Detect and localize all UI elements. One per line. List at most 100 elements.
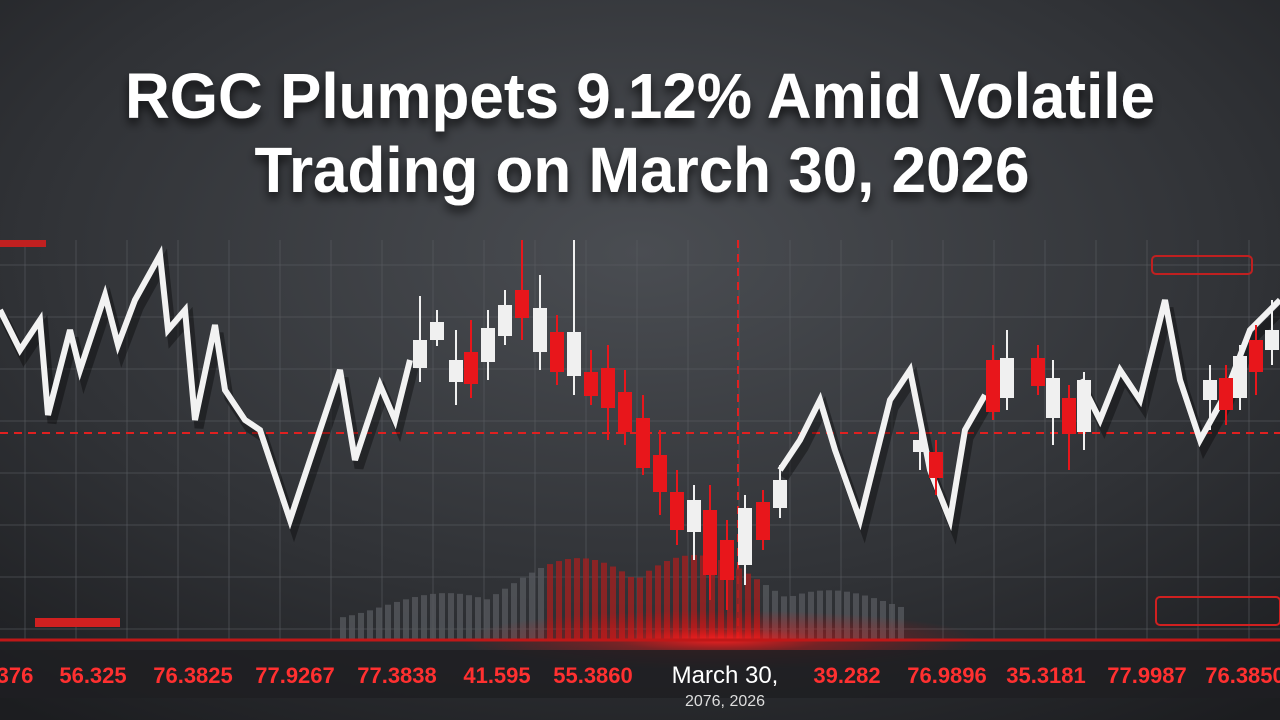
volume-bar [682, 555, 688, 640]
volume-bar [421, 595, 427, 640]
price-line [0, 245, 413, 530]
ticker-label: 76.3850 [1205, 663, 1280, 688]
volume-bar [718, 560, 724, 640]
volume-bar [700, 555, 706, 640]
title-line: Trading on March 30, 2026 [255, 134, 1030, 206]
candle-body [756, 502, 770, 540]
volume-bar [358, 612, 364, 640]
candle-body [413, 340, 427, 368]
candle-body [464, 352, 478, 384]
date-subline: 2076, 2026 [685, 693, 765, 710]
candle-body [653, 455, 667, 492]
ticker-labels: 376 56.325 76.3825 77.9267 77.3838 41.595 55.3… [0, 662, 1280, 689]
candle-body [687, 500, 701, 532]
volume-bar [592, 559, 598, 640]
volume-bar [583, 558, 589, 640]
candle-body [498, 305, 512, 336]
candle-body [601, 368, 615, 408]
volume-bar [727, 563, 733, 640]
volume-bar [403, 599, 409, 640]
candle-body [618, 392, 632, 432]
volume-bar [529, 572, 535, 640]
volume-bar [745, 573, 751, 640]
candle-body [670, 492, 684, 530]
ticker-label: 39.282 [813, 663, 880, 688]
volume-bar [556, 561, 562, 640]
candle-body [1046, 378, 1060, 418]
candle-body [929, 452, 943, 478]
volume-bar [673, 557, 679, 640]
candle-body [720, 540, 734, 580]
volume-bar [610, 566, 616, 640]
title-line: RGC Plumpets 9.12% Amid Volatile [125, 60, 1155, 132]
ticker-label: 56.325 [59, 663, 126, 688]
volume-bar [484, 599, 490, 640]
volume-bar [340, 617, 346, 640]
candle-body [1265, 330, 1279, 350]
volume-bar [502, 588, 508, 640]
volume-bar [412, 597, 418, 640]
ticker-label: 77.9987 [1107, 663, 1187, 688]
volume-bar [664, 561, 670, 640]
volume-bar [601, 562, 607, 640]
volume-bar [520, 577, 526, 640]
volume-bar [367, 610, 373, 640]
candle-body [1000, 358, 1014, 398]
volume-bar [619, 571, 625, 640]
ticker-label: 76.9896 [907, 663, 987, 688]
decor-bar [35, 618, 120, 627]
volume-bar [547, 564, 553, 640]
volume-bar [736, 568, 742, 640]
candle-body [515, 290, 529, 318]
volume-bar [376, 607, 382, 640]
volume-bar [475, 597, 481, 640]
candle-body [1249, 340, 1263, 372]
candle-body [584, 372, 598, 396]
ticker-label: 77.3838 [357, 663, 437, 688]
volume-bar [511, 583, 517, 640]
decor-box [1151, 255, 1253, 275]
candle-body [481, 328, 495, 362]
decor-bar [0, 240, 46, 247]
volume-bar [565, 559, 571, 640]
candle-body [533, 308, 547, 352]
volume-bar [430, 593, 436, 640]
volume-bar [385, 604, 391, 640]
volume-bar [538, 567, 544, 640]
candle-body [636, 418, 650, 468]
ticker-label: 41.595 [463, 663, 530, 688]
volume-bar [448, 593, 454, 640]
volume-bar [754, 579, 760, 640]
candle-body [1233, 356, 1247, 398]
candle-body [1203, 380, 1217, 400]
ticker-label: 76.3825 [153, 663, 233, 688]
volume-bar [646, 570, 652, 640]
volume-bar [394, 601, 400, 640]
volume-bar [439, 593, 445, 640]
ticker-label: 77.9267 [255, 663, 335, 688]
ticker-strip [0, 650, 1280, 698]
volume-bar [493, 594, 499, 640]
ticker-label: March 30, [672, 662, 779, 689]
candle-body [773, 480, 787, 508]
candle-body [1031, 358, 1045, 386]
candlesticks [413, 240, 1279, 610]
price-line [777, 362, 988, 532]
volume-bar [466, 595, 472, 640]
price-line-shadow [780, 366, 993, 545]
candle-body [913, 440, 927, 452]
volume-bar [457, 593, 463, 640]
candle-body [986, 360, 1000, 412]
volume-bar [637, 577, 643, 640]
ticker-label: 376 [0, 663, 33, 688]
candle-body [430, 322, 444, 340]
candle-body [1219, 378, 1233, 410]
candle-body [738, 508, 752, 565]
volume-bar [349, 615, 355, 640]
volume-bar [709, 557, 715, 640]
ticker-label: 35.3181 [1006, 663, 1086, 688]
candle-body [449, 360, 463, 382]
volume-bar [691, 555, 697, 640]
candle-body [567, 332, 581, 376]
